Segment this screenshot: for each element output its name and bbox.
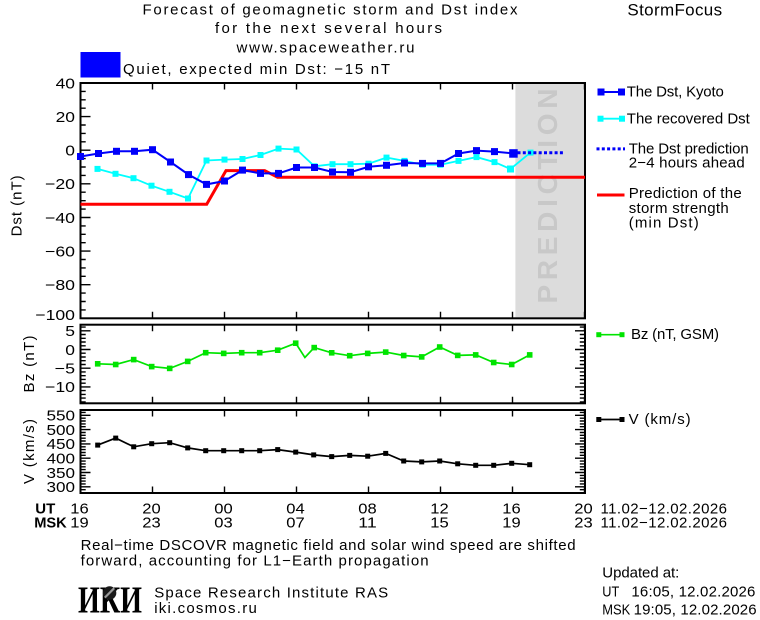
- svg-text:500: 500: [47, 422, 76, 439]
- svg-text:550: 550: [47, 408, 76, 425]
- svg-text:0: 0: [65, 143, 75, 160]
- svg-text:40: 40: [56, 75, 75, 92]
- svg-text:19: 19: [502, 514, 520, 531]
- svg-text:−40: −40: [45, 210, 75, 227]
- svg-text:16:05, 12.02.2026: 16:05, 12.02.2026: [631, 584, 755, 601]
- svg-text:The Dst, Kyoto: The Dst, Kyoto: [627, 83, 724, 100]
- svg-text:20: 20: [142, 501, 160, 518]
- svg-text:20: 20: [56, 109, 75, 126]
- svg-text:Bz (nT): Bz (nT): [21, 336, 38, 393]
- svg-text:19:05, 12.02.2026: 19:05, 12.02.2026: [634, 601, 757, 618]
- svg-text:V (km/s): V (km/s): [21, 419, 38, 484]
- svg-text:16: 16: [70, 501, 88, 518]
- svg-text:23: 23: [574, 514, 592, 531]
- svg-text:storm strength: storm strength: [629, 200, 729, 217]
- svg-text:23: 23: [142, 514, 160, 531]
- svg-text:V (km/s): V (km/s): [629, 411, 691, 428]
- svg-text:Real−time DSCOVR magnetic fiel: Real−time DSCOVR magnetic field and sola…: [81, 537, 576, 554]
- svg-text:16: 16: [502, 501, 520, 518]
- svg-text:11.02−12.02.2026: 11.02−12.02.2026: [601, 514, 728, 531]
- svg-text:UT: UT: [35, 501, 55, 518]
- svg-text:04: 04: [286, 501, 304, 518]
- svg-text:15: 15: [430, 514, 448, 531]
- svg-text:Quiet, expected min Dst: −15 n: Quiet, expected min Dst: −15 nT: [123, 61, 390, 78]
- svg-text:12: 12: [430, 501, 448, 518]
- svg-text:400: 400: [47, 451, 76, 468]
- svg-text:Prediction of the: Prediction of the: [629, 185, 742, 202]
- svg-text:11: 11: [358, 514, 376, 531]
- svg-text:350: 350: [47, 465, 76, 482]
- svg-text:−100: −100: [35, 307, 75, 324]
- svg-text:The recovered Dst: The recovered Dst: [627, 111, 751, 128]
- svg-text:20: 20: [574, 501, 592, 518]
- svg-text:−20: −20: [45, 176, 75, 193]
- svg-text:450: 450: [47, 436, 76, 453]
- svg-text:11.02−12.02.2026: 11.02−12.02.2026: [601, 501, 728, 518]
- svg-text:00: 00: [214, 501, 232, 518]
- svg-text:MSK: MSK: [34, 514, 67, 531]
- svg-text:forward, accounting for L1−Ear: forward, accounting for L1−Earth propaga…: [81, 553, 429, 570]
- svg-text:0: 0: [65, 342, 75, 359]
- svg-text:Space Research Institute RAS: Space Research Institute RAS: [154, 585, 388, 602]
- svg-text:03: 03: [214, 514, 232, 531]
- svg-text:5: 5: [65, 323, 75, 340]
- svg-text:Dst (nT): Dst (nT): [9, 175, 26, 236]
- svg-text:Bz (nT, GSM): Bz (nT, GSM): [631, 326, 719, 343]
- svg-text:www.spaceweather.ru: www.spaceweather.ru: [236, 39, 415, 56]
- svg-text:19: 19: [70, 514, 88, 531]
- svg-text:The Dst prediction: The Dst prediction: [629, 140, 749, 157]
- svg-text:300: 300: [47, 479, 76, 496]
- svg-text:Updated at:: Updated at:: [602, 565, 679, 582]
- svg-text:iki.cosmos.ru: iki.cosmos.ru: [154, 600, 257, 617]
- svg-text:08: 08: [358, 501, 376, 518]
- svg-text:−60: −60: [45, 243, 75, 260]
- svg-text:−80: −80: [45, 277, 75, 294]
- svg-text:07: 07: [286, 514, 304, 531]
- svg-text:UT: UT: [602, 584, 619, 601]
- svg-text:−5: −5: [55, 361, 75, 378]
- svg-text:MSK: MSK: [602, 601, 630, 618]
- svg-text:for the next several hours: for the next several hours: [215, 20, 442, 37]
- svg-text:−10: −10: [45, 379, 75, 396]
- svg-text:ИКИ: ИКИ: [78, 580, 142, 620]
- svg-text:2−4 hours ahead: 2−4 hours ahead: [629, 155, 745, 172]
- svg-text:(min Dst): (min Dst): [629, 215, 699, 232]
- svg-text:StormFocus: StormFocus: [627, 1, 722, 20]
